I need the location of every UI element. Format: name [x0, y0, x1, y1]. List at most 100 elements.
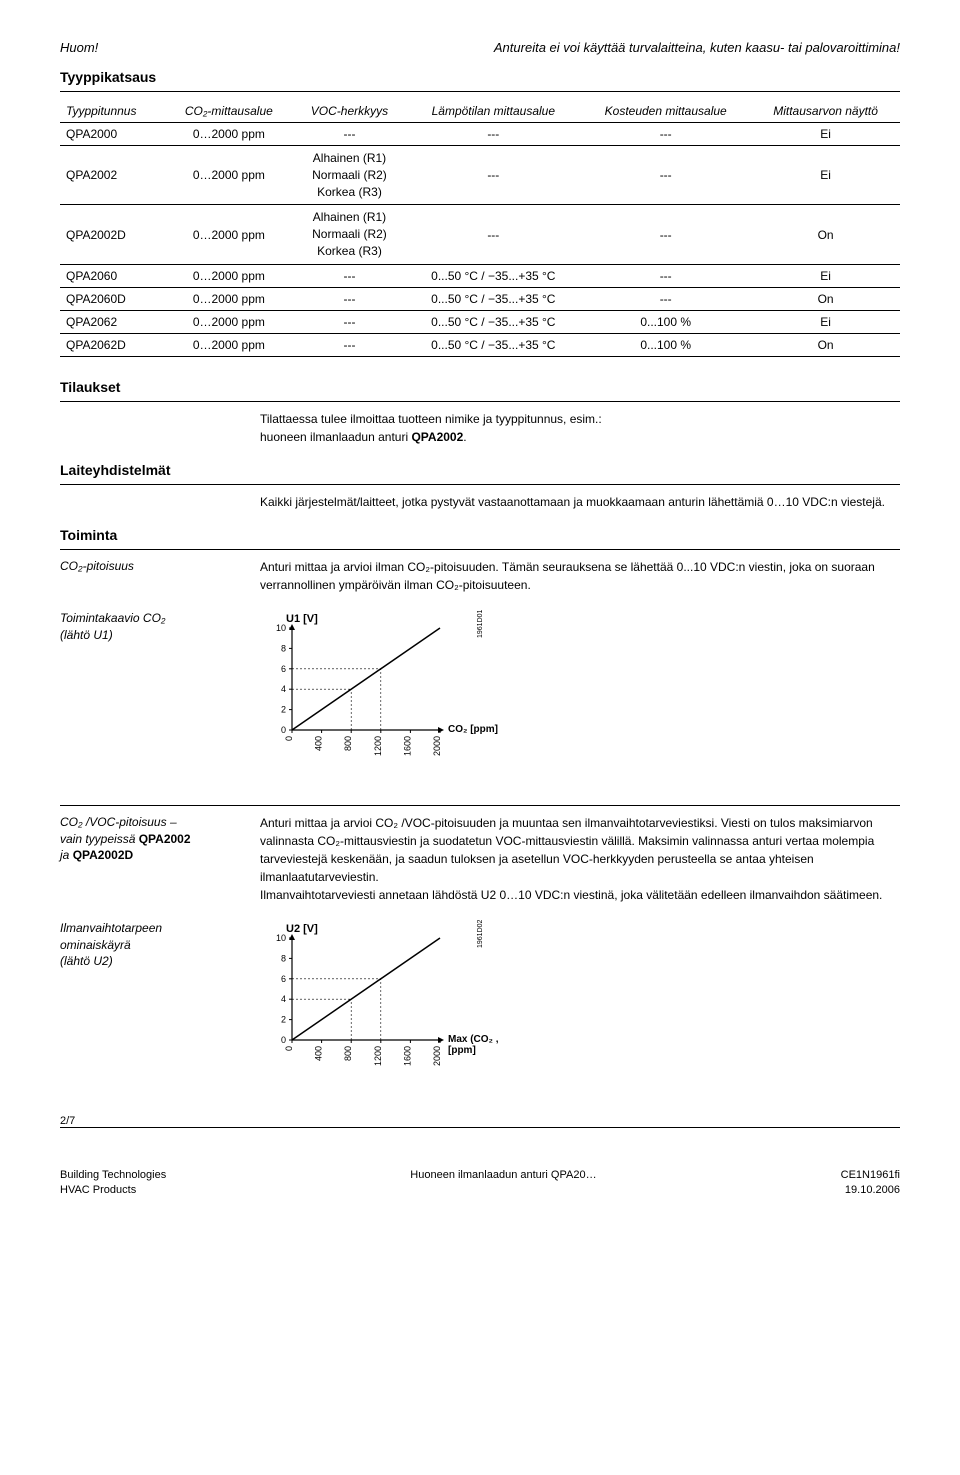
section-orders: Tilaukset Tilattaessa tulee ilmoittaa tu…: [60, 379, 900, 446]
table-header: Mittausarvon näyttö: [751, 100, 900, 123]
svg-text:400: 400: [314, 736, 324, 751]
table-cell: On: [751, 205, 900, 264]
table-header: VOC-herkkyys: [293, 100, 407, 123]
spec-table: TyyppitunnusCO₂-mittausalueVOC-herkkyysL…: [60, 100, 900, 357]
svg-text:1600: 1600: [402, 736, 412, 756]
combos-left: [60, 493, 260, 511]
footer-right1: CE1N1961fi: [841, 1169, 900, 1181]
table-row: QPA20000…2000 ppm---------Ei: [60, 123, 900, 146]
table-cell: Ei: [751, 310, 900, 333]
table-cell: QPA2060: [60, 264, 165, 287]
svg-text:2000: 2000: [432, 736, 442, 756]
section-combos: Laiteyhdistelmät Kaikki järjestelmät/lai…: [60, 462, 900, 511]
svg-text:1961D02: 1961D02: [477, 920, 484, 948]
table-cell: 0…2000 ppm: [165, 310, 292, 333]
table-row: QPA2062D0…2000 ppm---0...50 °C / −35...+…: [60, 333, 900, 356]
table-cell: ---: [293, 310, 407, 333]
table-cell: On: [751, 333, 900, 356]
table-cell: 0…2000 ppm: [165, 264, 292, 287]
svg-text:10: 10: [276, 623, 286, 633]
svg-text:[ppm]: [ppm]: [448, 1045, 476, 1056]
footer-center: Huoneen ilmanlaadun anturi QPA20…: [410, 1168, 596, 1199]
table-cell: On: [751, 287, 900, 310]
table-cell: ---: [293, 264, 407, 287]
table-cell: ---: [580, 123, 751, 146]
table-header: Kosteuden mittausalue: [580, 100, 751, 123]
footer-left1: Building Technologies: [60, 1169, 166, 1181]
divider: [60, 549, 900, 550]
table-cell: 0...50 °C / −35...+35 °C: [406, 287, 580, 310]
chart-u2: U2 [V]02468100400800120016002000Max (CO₂…: [260, 920, 500, 1080]
svg-text:CO₂ [ppm]: CO₂ [ppm]: [448, 724, 498, 735]
table-cell: QPA2002: [60, 146, 165, 205]
combos-body: Kaikki järjestelmät/laitteet, jotka pyst…: [260, 493, 900, 511]
footer-left: Building Technologies HVAC Products: [60, 1168, 166, 1199]
svg-text:0: 0: [284, 736, 294, 741]
table-cell: 0…2000 ppm: [165, 287, 292, 310]
divider: [60, 484, 900, 485]
svg-text:400: 400: [314, 1046, 324, 1061]
table-cell: ---: [293, 123, 407, 146]
svg-text:2: 2: [281, 1014, 286, 1024]
svg-text:0: 0: [281, 1035, 286, 1045]
footer-divider: [60, 1127, 900, 1128]
svg-text:1961D01: 1961D01: [477, 610, 484, 638]
footer-right2: 19.10.2006: [845, 1184, 900, 1196]
table-cell: Ei: [751, 146, 900, 205]
divider: [60, 401, 900, 402]
table-cell: Alhainen (R1)Normaali (R2)Korkea (R3): [293, 146, 407, 205]
orders-left: [60, 410, 260, 446]
footer: Building Technologies HVAC Products Huon…: [60, 1168, 900, 1199]
section-co2voc: CO₂ /VOC-pitoisuus –vain tyypeissä QPA20…: [60, 805, 900, 1085]
table-cell: ---: [580, 205, 751, 264]
chart2-label: Ilmanvaihtotarpeenominaiskäyrä(lähtö U2): [60, 920, 260, 1085]
divider: [60, 91, 900, 92]
svg-text:800: 800: [343, 736, 353, 751]
table-row: QPA20600…2000 ppm---0...50 °C / −35...+3…: [60, 264, 900, 287]
operation-title: Toiminta: [60, 527, 900, 543]
svg-text:1600: 1600: [402, 1046, 412, 1066]
table-cell: Alhainen (R1)Normaali (R2)Korkea (R3): [293, 205, 407, 264]
chart1-label: Toimintakaavio CO₂(lähtö U1): [60, 610, 260, 775]
note-left: Huom!: [60, 40, 98, 55]
table-cell: QPA2062D: [60, 333, 165, 356]
table-row: QPA2060D0…2000 ppm---0...50 °C / −35...+…: [60, 287, 900, 310]
table-cell: 0…2000 ppm: [165, 123, 292, 146]
svg-text:8: 8: [281, 643, 286, 653]
table-cell: Ei: [751, 264, 900, 287]
svg-text:U2 [V]: U2 [V]: [286, 923, 318, 935]
co2voc-label: CO₂ /VOC-pitoisuus –vain tyypeissä QPA20…: [60, 814, 260, 904]
svg-text:8: 8: [281, 953, 286, 963]
svg-text:2: 2: [281, 704, 286, 714]
svg-text:6: 6: [281, 974, 286, 984]
combos-title: Laiteyhdistelmät: [60, 462, 900, 478]
orders-title: Tilaukset: [60, 379, 900, 395]
svg-text:2000: 2000: [432, 1046, 442, 1066]
footer-left2: HVAC Products: [60, 1184, 136, 1196]
table-cell: 0...100 %: [580, 310, 751, 333]
svg-text:800: 800: [343, 1046, 353, 1061]
svg-text:Max (CO₂ , VOC): Max (CO₂ , VOC): [448, 1034, 500, 1045]
note-right: Antureita ei voi käyttää turvalaitteina,…: [494, 40, 900, 55]
co2voc-body: Anturi mittaa ja arvioi CO₂ /VOC-pitoisu…: [260, 814, 900, 904]
orders-body: Tilattaessa tulee ilmoittaa tuotteen nim…: [260, 410, 900, 446]
table-cell: QPA2002D: [60, 205, 165, 264]
table-cell: 0…2000 ppm: [165, 146, 292, 205]
table-cell: QPA2000: [60, 123, 165, 146]
svg-text:1200: 1200: [373, 1046, 383, 1066]
co2-label: CO₂-pitoisuus: [60, 558, 260, 594]
table-cell: ---: [580, 146, 751, 205]
svg-text:6: 6: [281, 664, 286, 674]
top-note: Huom! Antureita ei voi käyttää turvalait…: [60, 40, 900, 55]
typecast-title: Tyyppikatsaus: [60, 69, 900, 85]
section-operation: Toiminta CO₂-pitoisuus Anturi mittaa ja …: [60, 527, 900, 775]
table-row: QPA20020…2000 ppmAlhainen (R1)Normaali (…: [60, 146, 900, 205]
section-typecast: Tyyppikatsaus TyyppitunnusCO₂-mittausalu…: [60, 69, 900, 357]
svg-text:1200: 1200: [373, 736, 383, 756]
table-cell: 0...50 °C / −35...+35 °C: [406, 264, 580, 287]
table-cell: 0...50 °C / −35...+35 °C: [406, 310, 580, 333]
svg-text:4: 4: [281, 994, 286, 1004]
table-cell: ---: [580, 287, 751, 310]
table-cell: ---: [293, 333, 407, 356]
svg-text:4: 4: [281, 684, 286, 694]
